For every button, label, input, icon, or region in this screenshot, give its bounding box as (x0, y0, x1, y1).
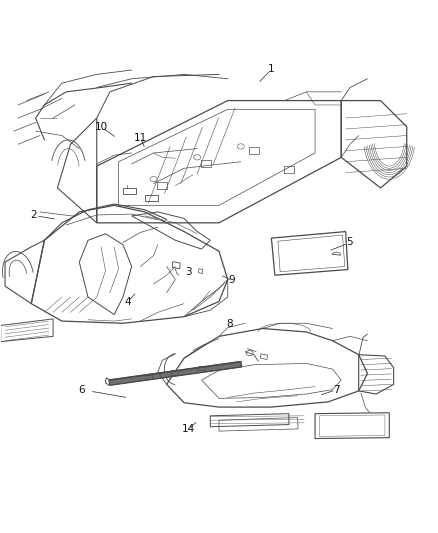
Text: 14: 14 (182, 424, 195, 434)
Text: 1: 1 (268, 64, 275, 74)
Text: 8: 8 (226, 319, 233, 329)
Text: 9: 9 (229, 276, 235, 286)
Text: 6: 6 (78, 385, 85, 394)
Text: 5: 5 (346, 238, 353, 247)
Text: 2: 2 (30, 211, 37, 221)
Text: 7: 7 (334, 385, 340, 394)
Text: 3: 3 (185, 266, 192, 277)
Polygon shape (109, 362, 242, 385)
Text: 11: 11 (134, 133, 147, 143)
Text: 4: 4 (124, 297, 131, 308)
Text: 10: 10 (95, 122, 108, 132)
